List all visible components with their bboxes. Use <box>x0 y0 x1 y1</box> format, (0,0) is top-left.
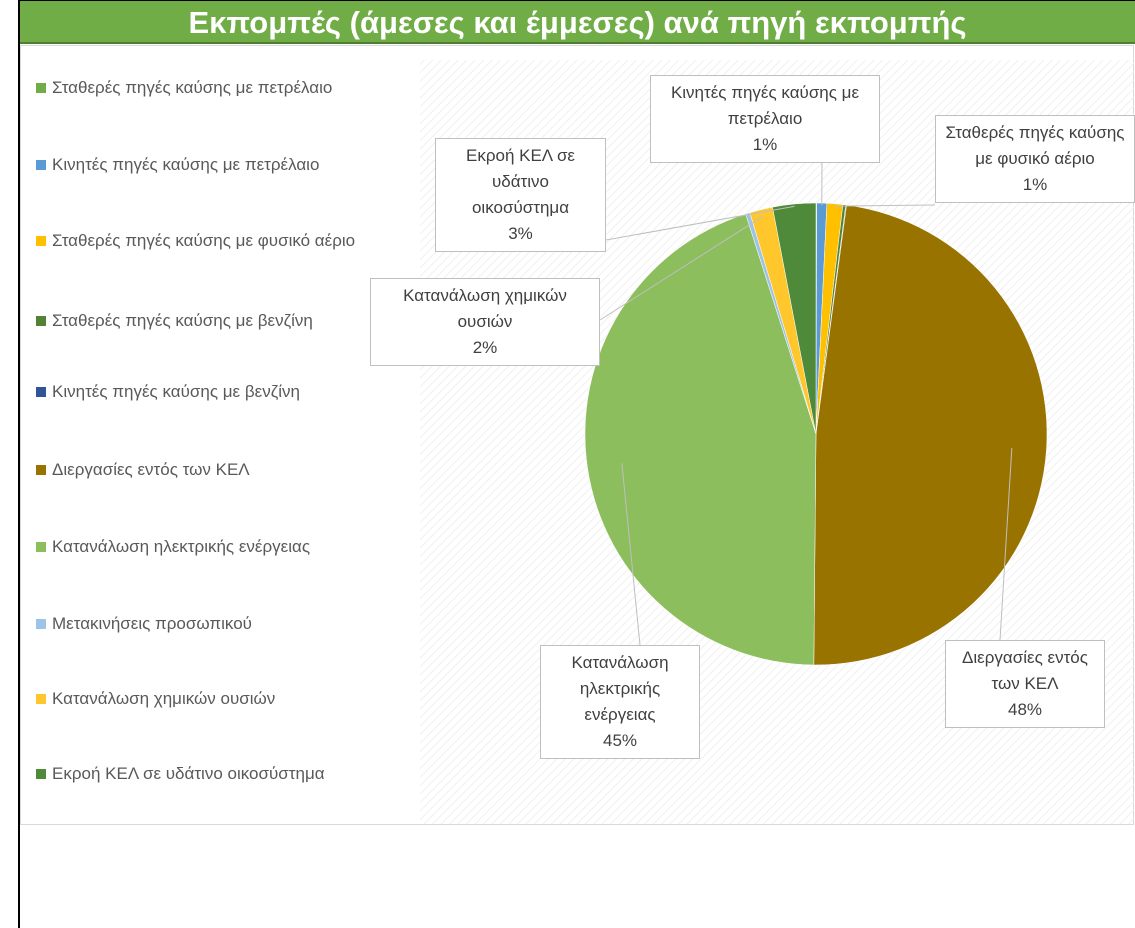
legend-item: Κινητές πηγές καύσης με βενζίνη <box>36 379 414 405</box>
legend-swatch <box>36 542 46 552</box>
data-label-name: Εκροή ΚΕΛ σε υδάτινο οικοσύστημα <box>465 146 576 217</box>
leader-line <box>605 205 795 241</box>
chart-title: Εκπομπές (άμεσες και έμμεσες) ανά πηγή ε… <box>20 1 1135 44</box>
data-label-value: 45% <box>602 731 638 750</box>
pie-slice <box>772 202 817 435</box>
legend-swatch <box>36 160 46 170</box>
legend-swatch <box>36 465 46 475</box>
legend-swatch <box>36 694 46 704</box>
data-label-value: 48% <box>1007 700 1043 719</box>
legend-swatch <box>36 236 46 246</box>
data-label-name: Κινητές πηγές καύσης με πετρέλαιο <box>670 83 860 128</box>
data-label-value: 1% <box>752 135 778 154</box>
legend-item: Σταθερές πηγές καύσης με πετρέλαιο <box>36 75 414 101</box>
leader-line <box>834 204 936 207</box>
data-label-name: Κατανάλωση χημικών ουσιών <box>403 286 567 331</box>
data-label-name: Σταθερές πηγές καύσης με φυσικό αέριο <box>945 123 1125 168</box>
data-label-value: 3% <box>508 224 533 243</box>
data-label: Κατανάλωση ηλεκτρικής ενέργειας 45% <box>540 645 700 759</box>
pie-slice <box>813 204 1048 666</box>
data-label: Σταθερές πηγές καύσης με φυσικό αέριο 1% <box>935 115 1135 203</box>
leader-line <box>999 447 1013 641</box>
legend-swatch <box>36 769 46 779</box>
legend-item: Εκροή ΚΕΛ σε υδάτινο οικοσύστημα <box>36 761 414 787</box>
leader-line <box>621 463 641 646</box>
legend-swatch <box>36 619 46 629</box>
pie-slice <box>584 213 817 666</box>
leader-line <box>599 215 764 321</box>
data-label: Κατανάλωση χημικών ουσιών 2% <box>370 278 600 366</box>
data-label: Κινητές πηγές καύσης με πετρέλαιο 1% <box>650 75 880 163</box>
legend-swatch <box>36 83 46 93</box>
legend-item: Κατανάλωση ηλεκτρικής ενέργειας <box>36 534 414 560</box>
data-label: Εκροή ΚΕΛ σε υδάτινο οικοσύστημα 3% <box>435 138 606 252</box>
data-label-value: 2% <box>472 338 498 357</box>
legend-item: Κατανάλωση χημικών ουσιών <box>36 686 414 712</box>
legend-item: Μετακινήσεις προσωπικού <box>36 611 414 637</box>
frame <box>18 0 1135 928</box>
legend-item: Σταθερές πηγές καύσης με βενζίνη <box>36 308 414 334</box>
data-label: Διεργασίες εντός των ΚΕΛ 48% <box>945 640 1105 728</box>
legend-item: Σταθερές πηγές καύσης με φυσικό αέριο <box>36 228 414 254</box>
legend-item: Κινητές πηγές καύσης με πετρέλαιο <box>36 152 414 178</box>
legend-swatch <box>36 387 46 397</box>
legend-item: Διεργασίες εντός των ΚΕΛ <box>36 457 414 483</box>
data-label-value: 1% <box>1022 175 1048 194</box>
data-label-name: Κατανάλωση ηλεκτρικής ενέργειας <box>571 653 669 724</box>
data-label-name: Διεργασίες εντός των ΚΕΛ <box>962 648 1088 693</box>
legend-swatch <box>36 316 46 326</box>
